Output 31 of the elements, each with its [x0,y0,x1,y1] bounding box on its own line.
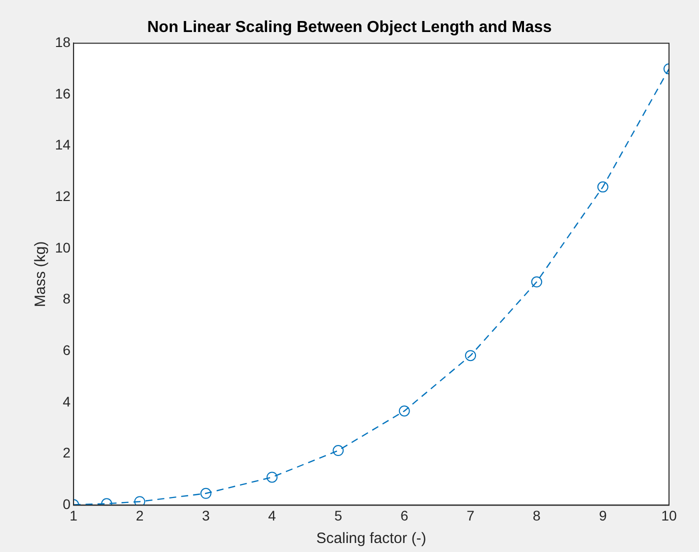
x-tick-label: 5 [334,507,342,524]
y-tick-label: 10 [54,239,71,256]
y-tick-label: 14 [54,136,71,153]
point [266,472,278,483]
y-tick-label: 6 [62,342,71,358]
chart-title: Non Linear Scaling Between Object Length and Mass [147,19,552,36]
point [531,276,542,288]
y-tick-label: 2 [62,444,71,461]
point [332,445,344,456]
x-tick-label: 7 [466,507,475,524]
y-tick-label: 12 [54,188,71,204]
x-tick-label: 4 [268,507,276,524]
y-axis-title: Mass (kg) [32,241,50,308]
y-tick-label: 8 [62,290,71,307]
x-tick-label: 2 [136,507,144,524]
point [134,496,146,506]
y-tick-label: 18 [54,34,71,50]
point [465,350,476,362]
y-tick-label: 4 [62,393,71,410]
y-tick-label: 0 [62,496,71,512]
point [200,488,212,499]
x-tick-label: 1 [70,507,78,524]
y-tick-label: 16 [54,85,71,102]
x-axis-title: Scaling factor (-) [316,530,426,548]
point [597,181,608,192]
x-tick-label: 6 [400,507,408,524]
x-tick-label: 10 [661,507,677,524]
x-tick-label: 9 [598,507,607,524]
x-tick-label: 8 [532,507,541,524]
x-tick-label: 3 [202,507,210,524]
point [398,406,410,417]
